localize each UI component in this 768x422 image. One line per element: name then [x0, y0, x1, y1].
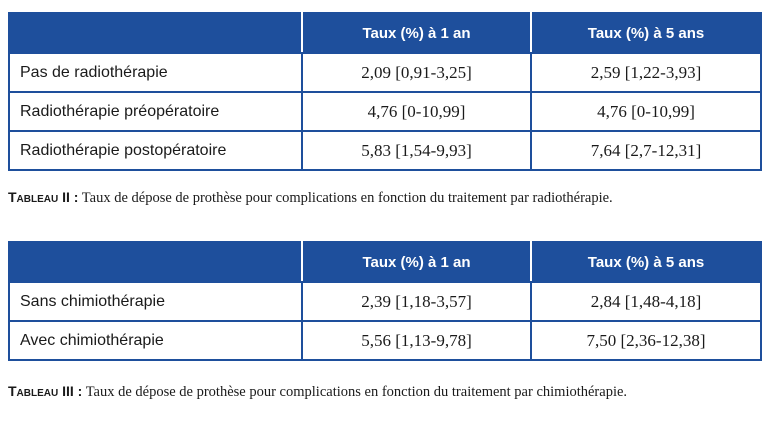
caption-tag: Tableau III :: [8, 383, 83, 399]
table-header-row: Taux (%) à 1 an Taux (%) à 5 ans: [8, 241, 762, 283]
rate-5-years-value: 2,59 [1,22-3,93]: [530, 52, 762, 93]
radiotherapy-table-caption: Tableau II : Taux de dépose de prothèse …: [8, 189, 760, 207]
rate-1-year-value: 5,83 [1,54-9,93]: [301, 130, 532, 171]
caption-text: Taux de dépose de prothèse pour complica…: [82, 384, 628, 400]
header-rate-5-years: Taux (%) à 5 ans: [530, 12, 762, 54]
header-rate-1-year: Taux (%) à 1 an: [301, 12, 532, 54]
rate-5-years-value: 7,50 [2,36-12,38]: [530, 320, 762, 361]
table-row: Radiothérapie préopératoire 4,76 [0-10,9…: [8, 91, 762, 132]
rate-1-year-value: 2,39 [1,18-3,57]: [301, 281, 532, 322]
row-label: Radiothérapie préopératoire: [8, 91, 303, 132]
row-label: Radiothérapie postopératoire: [8, 130, 303, 171]
table-row: Avec chimiothérapie 5,56 [1,13-9,78] 7,5…: [8, 320, 762, 361]
row-label: Sans chimiothérapie: [8, 281, 303, 322]
chemotherapy-table-caption: Tableau III : Taux de dépose de prothèse…: [8, 383, 760, 401]
table-row: Pas de radiothérapie 2,09 [0,91-3,25] 2,…: [8, 52, 762, 93]
row-label: Avec chimiothérapie: [8, 320, 303, 361]
rate-1-year-value: 5,56 [1,13-9,78]: [301, 320, 532, 361]
caption-text: Taux de dépose de prothèse pour complica…: [78, 190, 613, 206]
header-empty-cell: [8, 241, 303, 283]
caption-tag: Tableau II :: [8, 189, 79, 205]
radiotherapy-table: Taux (%) à 1 an Taux (%) à 5 ans Pas de …: [8, 12, 762, 171]
rate-1-year-value: 2,09 [0,91-3,25]: [301, 52, 532, 93]
header-empty-cell: [8, 12, 303, 54]
table-header-row: Taux (%) à 1 an Taux (%) à 5 ans: [8, 12, 762, 54]
rate-5-years-value: 4,76 [0-10,99]: [530, 91, 762, 132]
table-row: Radiothérapie postopératoire 5,83 [1,54-…: [8, 130, 762, 171]
chemotherapy-table: Taux (%) à 1 an Taux (%) à 5 ans Sans ch…: [8, 241, 762, 361]
table-row: Sans chimiothérapie 2,39 [1,18-3,57] 2,8…: [8, 281, 762, 322]
rate-5-years-value: 7,64 [2,7-12,31]: [530, 130, 762, 171]
row-label: Pas de radiothérapie: [8, 52, 303, 93]
rate-5-years-value: 2,84 [1,48-4,18]: [530, 281, 762, 322]
header-rate-1-year: Taux (%) à 1 an: [301, 241, 532, 283]
rate-1-year-value: 4,76 [0-10,99]: [301, 91, 532, 132]
header-rate-5-years: Taux (%) à 5 ans: [530, 241, 762, 283]
